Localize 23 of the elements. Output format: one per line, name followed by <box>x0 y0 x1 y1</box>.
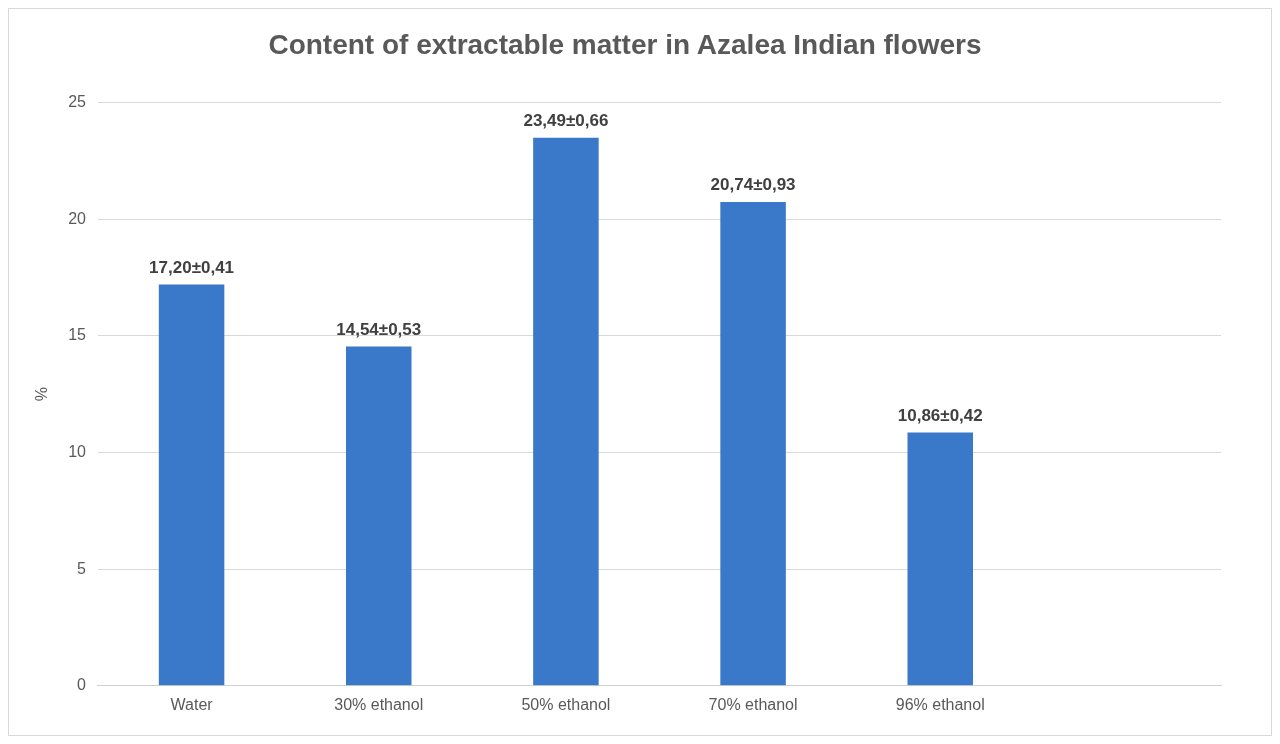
bar <box>345 346 412 686</box>
bar <box>158 284 225 686</box>
x-tick-label: 30% ethanol <box>334 695 424 713</box>
data-label: 17,20±0,41 <box>149 257 235 277</box>
x-tick-label: 70% ethanol <box>708 695 798 713</box>
y-tick-label: 15 <box>68 326 87 344</box>
data-label: 14,54±0,53 <box>336 319 422 339</box>
y-tick-label: 5 <box>77 559 87 577</box>
y-tick-label: 0 <box>77 676 87 694</box>
data-label: 10,86±0,42 <box>897 405 983 425</box>
bar <box>533 137 599 686</box>
bar <box>720 201 786 686</box>
bar <box>907 432 973 686</box>
y-axis-title: % <box>33 387 51 402</box>
y-tick-label: 25 <box>68 93 87 111</box>
y-tick-label: 20 <box>68 209 87 227</box>
data-label: 20,74±0,93 <box>710 175 796 195</box>
x-tick-label: 50% ethanol <box>521 695 611 713</box>
x-tick-label: 96% ethanol <box>895 695 985 713</box>
x-tick-label: Water <box>170 695 214 713</box>
chart-title: Content of extractable matter in Azalea Indian flowers <box>268 28 982 60</box>
data-label: 23,49±0,66 <box>523 111 609 131</box>
y-tick-label: 10 <box>68 442 87 460</box>
